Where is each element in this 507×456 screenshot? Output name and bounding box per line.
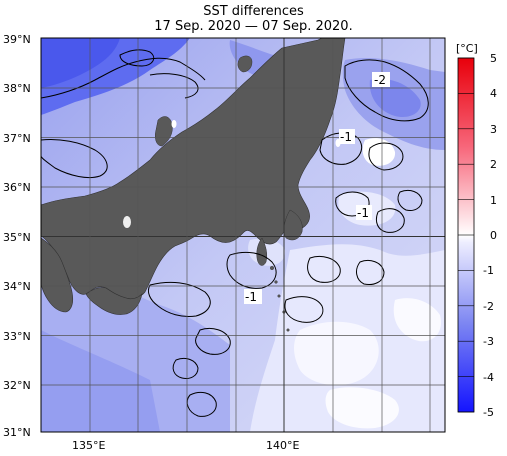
contour-line	[307, 255, 341, 283]
near-zero-region	[294, 321, 379, 386]
cold-anomaly-region	[369, 78, 421, 118]
contour-label: -1	[245, 290, 257, 304]
lat-label: 34°N	[3, 280, 31, 293]
lat-label: 38°N	[3, 82, 31, 95]
colorbar-unit: [°C]	[456, 42, 478, 55]
colorbar-ticks	[458, 57, 474, 413]
longitude-labels: 135°E 140°E	[72, 439, 299, 452]
contour-line	[147, 281, 211, 317]
lat-label: 36°N	[3, 181, 31, 194]
colorbar-tick-label: 1	[490, 194, 497, 207]
near-zero-region	[325, 387, 399, 429]
contour-line	[149, 73, 199, 99]
contour-line	[397, 189, 423, 211]
lon-label: 135°E	[72, 439, 105, 452]
contour-line	[186, 391, 217, 417]
map-title: SST differences	[203, 4, 304, 19]
contour-line	[226, 251, 277, 289]
lat-label: 32°N	[3, 379, 31, 392]
contour-line	[375, 208, 405, 233]
land-noto-peninsula	[155, 116, 173, 147]
contour-line	[368, 142, 404, 171]
land-izu-peninsula	[256, 237, 268, 266]
contour-line	[172, 357, 199, 379]
colorbar-tick-label: 0	[490, 229, 497, 242]
colorbar-tick-label: 5	[490, 52, 497, 65]
contour-label: -1	[357, 206, 369, 220]
latitude-labels: 39°N 38°N 37°N 36°N 35°N 34°N 33°N 32°N …	[3, 33, 31, 439]
contour-line	[41, 139, 108, 179]
colorbar-tick-label: 4	[490, 87, 497, 100]
colorbar-tick-label: -2	[483, 300, 494, 313]
land-kii-peninsula	[85, 287, 143, 315]
lat-label: 37°N	[3, 132, 31, 145]
lat-label: 31°N	[3, 426, 31, 439]
lon-label: 140°E	[266, 439, 299, 452]
colorbar: [°C] 5 4 3 2 1 0 -1 -2 -3 -4 -5	[456, 42, 497, 419]
lat-label: 35°N	[3, 231, 31, 244]
lat-label: 39°N	[3, 33, 31, 46]
cold-anomaly-region	[41, 330, 160, 432]
colorbar-tick-label: 3	[490, 123, 497, 136]
small-lake	[171, 120, 177, 128]
contour-line	[284, 296, 324, 323]
contour-line	[119, 49, 155, 67]
map-date-range: 17 Sep. 2020 — 07 Sep. 2020.	[154, 19, 353, 34]
cold-anomaly-region	[41, 38, 120, 88]
lake-biwa	[123, 216, 131, 228]
colorbar-tick-label: 2	[490, 158, 497, 171]
map-field: -2 -1 -1 -1	[41, 38, 445, 432]
contour-line	[195, 327, 231, 355]
near-zero-region	[393, 298, 441, 342]
near-zero-region	[362, 138, 396, 166]
colorbar-tick-label: -3	[483, 335, 494, 348]
land-kii-peninsula	[41, 237, 74, 313]
contour-labels: -2 -1 -1 -1	[244, 72, 390, 304]
colorbar-tick-label: -5	[483, 406, 494, 419]
contour-line	[356, 259, 385, 285]
land-sado-island	[237, 55, 253, 73]
graticule	[41, 38, 445, 432]
lat-label: 33°N	[3, 330, 31, 343]
contour-line	[41, 57, 206, 99]
map-frame	[40, 37, 446, 433]
contour-label: -2	[374, 73, 386, 87]
colorbar-tick-label: -4	[483, 371, 494, 384]
contour-label: -1	[340, 130, 352, 144]
colorbar-tick-label: -1	[483, 264, 494, 277]
